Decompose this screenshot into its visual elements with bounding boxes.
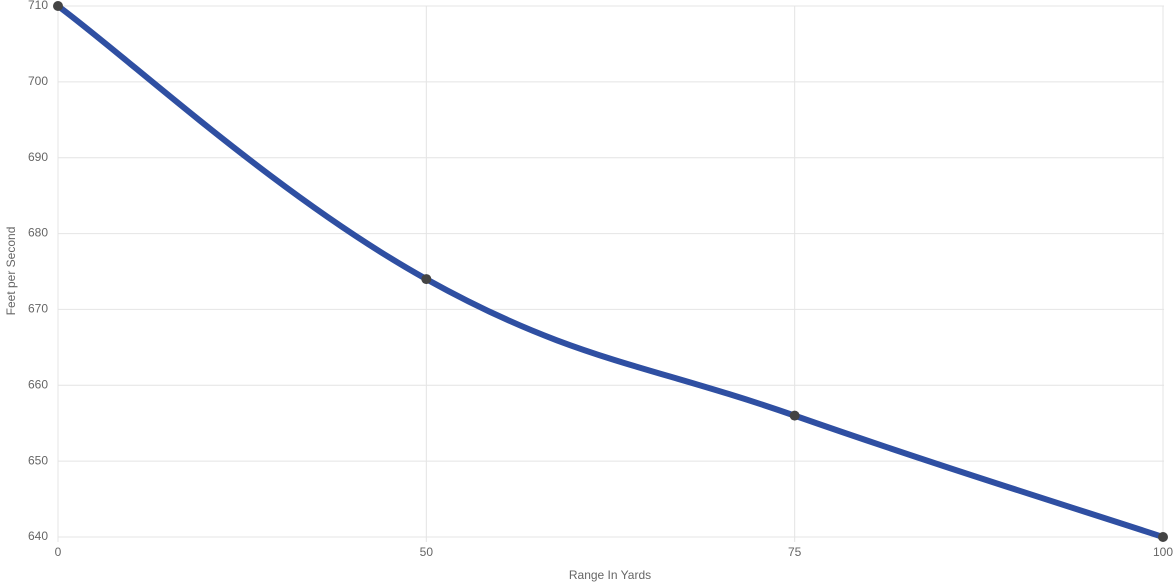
point xyxy=(53,1,63,11)
x-tick-label: 50 xyxy=(420,545,434,559)
y-tick-label: 670 xyxy=(28,302,48,316)
point xyxy=(1158,532,1168,542)
y-tick-label: 680 xyxy=(28,226,48,240)
y-tick-label: 640 xyxy=(28,529,48,543)
point xyxy=(421,274,432,285)
x-axis-title: Range In Yards xyxy=(569,568,651,582)
y-tick-label: 650 xyxy=(28,453,48,467)
y-tick-label: 700 xyxy=(28,74,48,88)
x-tick-label: 100 xyxy=(1153,545,1173,559)
x-tick-label: 0 xyxy=(55,545,62,559)
y-tick-label: 710 xyxy=(28,0,48,12)
y-tick-label: 690 xyxy=(28,150,48,164)
point xyxy=(789,410,800,421)
x-tick-label: 75 xyxy=(788,545,802,559)
y-tick-label: 660 xyxy=(28,377,48,391)
line xyxy=(55,3,1166,540)
y-axis-title: Feet per Second xyxy=(4,227,18,316)
